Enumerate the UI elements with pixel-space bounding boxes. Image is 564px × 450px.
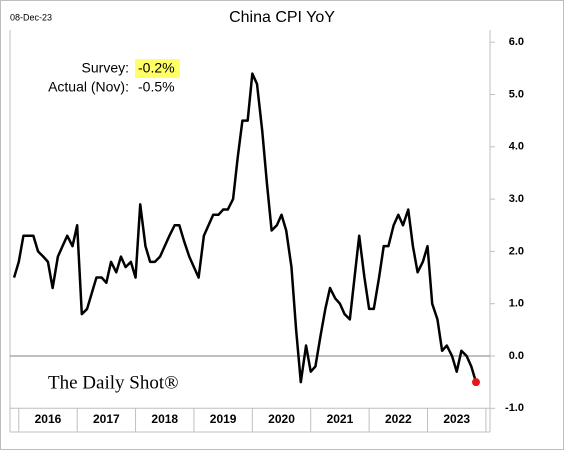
y-tick-label: 4.0: [509, 141, 524, 153]
annotation-label: Actual (Nov):: [48, 79, 129, 95]
chart-title: China CPI YoY: [229, 9, 335, 26]
date-stamp: 08-Dec-23: [10, 12, 52, 22]
y-tick-label: -1.0: [505, 402, 524, 414]
annotation-highlight: [135, 59, 180, 78]
y-tick-label: 3.0: [509, 193, 524, 205]
y-tick-label: 0.0: [509, 350, 524, 362]
x-tick-label: 2021: [327, 412, 354, 426]
x-tick-label: 2018: [151, 412, 178, 426]
y-tick-label: 1.0: [509, 298, 524, 310]
x-tick-label: 2022: [385, 412, 412, 426]
x-tick-label: 2023: [443, 412, 470, 426]
x-tick-label: 2020: [268, 412, 295, 426]
x-tick-label: 2017: [93, 412, 120, 426]
x-tick-label: 2016: [35, 412, 62, 426]
y-tick-label: 2.0: [509, 245, 524, 257]
series-line: [12, 72, 478, 384]
x-tick-label: 2019: [210, 412, 237, 426]
annotation-value: -0.5%: [138, 79, 175, 95]
annotation-label: Survey:: [82, 60, 129, 76]
y-tick-label: 5.0: [509, 88, 524, 100]
last-point: [471, 378, 480, 387]
annotation-value: -0.2%: [138, 60, 175, 76]
source-logo: The Daily Shot®: [48, 372, 179, 393]
y-tick-label: 6.0: [509, 36, 524, 48]
